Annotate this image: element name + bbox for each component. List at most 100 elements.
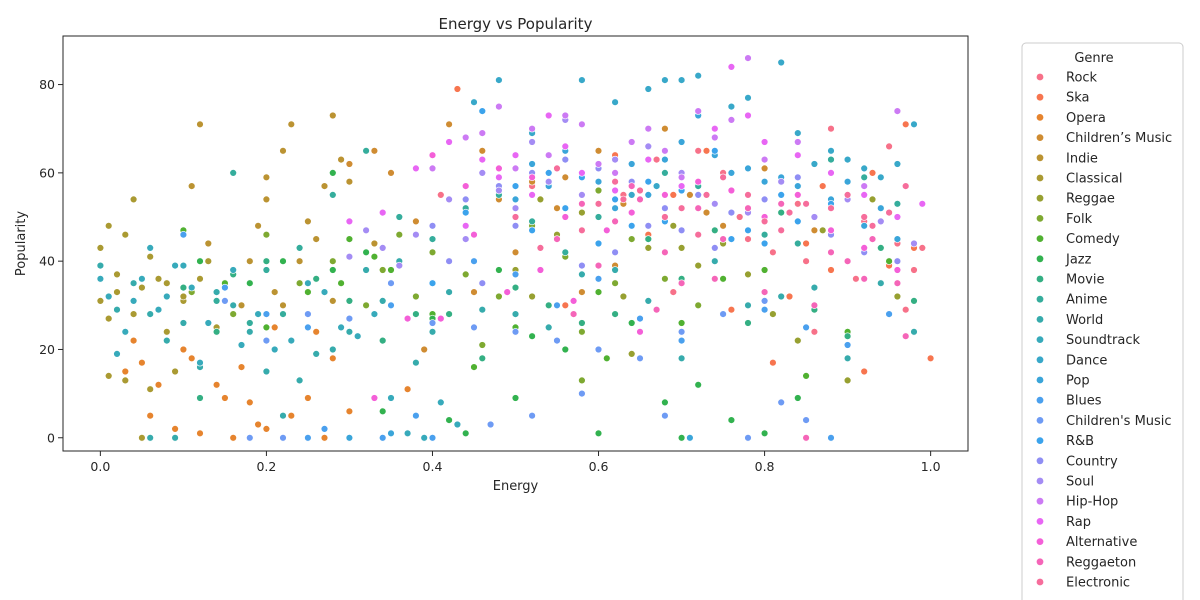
data-point [652, 155, 661, 164]
data-point [287, 412, 295, 420]
data-point [644, 222, 652, 230]
data-point [478, 341, 486, 349]
data-point [379, 266, 387, 274]
data-point [304, 288, 312, 296]
data-point [885, 142, 893, 151]
data-point [694, 107, 702, 115]
legend-entry-label: Children's Music [1066, 414, 1172, 429]
data-point [403, 314, 412, 323]
data-point [96, 261, 105, 270]
data-point [329, 297, 337, 305]
data-point [727, 235, 736, 243]
legend-marker [1036, 497, 1044, 505]
data-point [362, 266, 370, 274]
data-point [711, 133, 719, 142]
data-point [379, 336, 387, 345]
data-point [428, 319, 437, 327]
x-axis-label: Energy [493, 479, 539, 494]
legend-marker [1036, 538, 1044, 545]
data-point [843, 376, 852, 385]
data-point [702, 208, 711, 217]
data-point [470, 323, 478, 332]
data-point [843, 257, 852, 265]
data-point [735, 213, 744, 221]
data-point [868, 195, 877, 204]
data-point [329, 257, 337, 265]
data-point [827, 124, 835, 133]
data-point [544, 178, 553, 186]
data-point [271, 323, 279, 332]
legend-entry-label: Hip-Hop [1066, 495, 1118, 510]
data-point [860, 213, 868, 221]
data-point [611, 98, 619, 106]
data-point [661, 124, 669, 133]
data-point [868, 169, 877, 177]
data-point [146, 434, 154, 442]
data-point [478, 306, 486, 314]
data-point [470, 363, 478, 371]
data-point [445, 288, 453, 296]
data-point [627, 208, 636, 217]
data-point [893, 200, 902, 208]
data-point [694, 204, 702, 212]
data-point [370, 253, 379, 261]
data-point [661, 76, 669, 84]
data-point [279, 257, 287, 265]
data-point [760, 266, 769, 274]
data-point [860, 244, 868, 252]
data-point [154, 306, 163, 314]
data-point [262, 336, 271, 345]
data-point [810, 213, 819, 221]
data-point [544, 169, 553, 177]
data-point [129, 297, 138, 305]
data-point [926, 354, 935, 362]
data-point [627, 222, 636, 230]
data-point [744, 204, 752, 212]
data-point [304, 323, 312, 332]
data-point [387, 301, 395, 309]
data-point [503, 288, 511, 296]
x-tick-label: 0.6 [589, 459, 609, 474]
data-point [843, 191, 852, 199]
data-point [594, 345, 603, 354]
data-point [445, 416, 453, 424]
legend-marker [1036, 578, 1044, 586]
data-point [121, 367, 130, 376]
legend-marker [1036, 134, 1044, 142]
data-point [204, 257, 213, 265]
data-point [312, 328, 320, 336]
data-point [113, 288, 121, 296]
data-point [885, 257, 893, 265]
data-point [428, 164, 437, 173]
data-point [304, 434, 312, 442]
data-point [677, 173, 686, 182]
data-point [843, 332, 852, 340]
data-point [611, 186, 619, 195]
legend-marker [1036, 275, 1044, 283]
data-point [129, 195, 138, 204]
data-point [188, 182, 196, 190]
series-alternative [370, 151, 902, 402]
data-point [760, 155, 769, 164]
data-point [860, 222, 868, 230]
data-point [271, 288, 279, 296]
chart-title: Energy vs Popularity [439, 15, 593, 33]
data-point [860, 182, 868, 190]
data-point [163, 328, 171, 336]
legend-marker [1036, 194, 1044, 202]
data-point [462, 235, 470, 243]
series-opera [121, 323, 412, 442]
data-point [893, 292, 902, 301]
data-point [868, 235, 877, 243]
data-point [113, 350, 121, 358]
data-point [677, 279, 686, 287]
data-point [362, 248, 370, 257]
legend-entry-label: R&B [1066, 434, 1094, 449]
data-point [860, 164, 868, 173]
data-point [827, 248, 835, 257]
data-point [744, 235, 752, 243]
data-point [827, 169, 835, 177]
data-point [727, 306, 736, 314]
data-point [578, 319, 586, 327]
